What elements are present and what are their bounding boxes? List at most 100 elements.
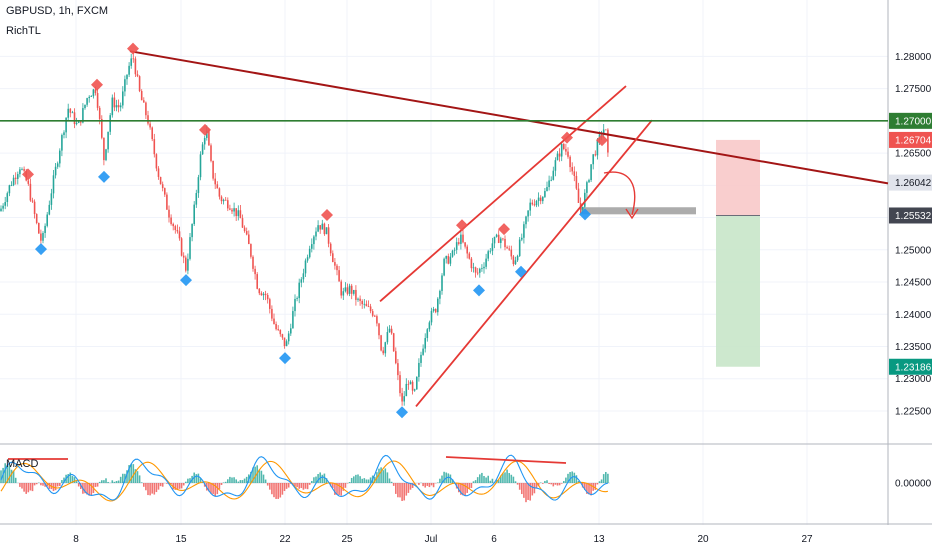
macd-hist-bar	[378, 468, 380, 483]
candle	[245, 227, 248, 236]
symbol-title: GBPUSD, 1h, FXCM	[6, 5, 109, 17]
candle-body	[42, 233, 44, 241]
candle	[52, 169, 55, 199]
candle-body	[533, 204, 536, 206]
candle	[558, 148, 561, 162]
macd-hist-bar	[224, 481, 227, 483]
macd-hist-bar	[334, 483, 336, 495]
candle	[497, 230, 500, 244]
candle	[495, 233, 498, 238]
candle-body	[407, 383, 410, 385]
candle	[54, 163, 57, 179]
candle-body	[586, 182, 588, 193]
candle-body	[516, 255, 519, 261]
candle	[203, 135, 206, 150]
candle-body	[607, 129, 609, 153]
candle	[607, 128, 609, 157]
candle-body	[94, 89, 97, 94]
candle-body	[489, 250, 492, 252]
candle-body	[4, 202, 6, 206]
candle-body	[201, 144, 204, 155]
candle	[315, 227, 317, 241]
candle	[6, 191, 9, 207]
pivot-low-marker	[180, 274, 192, 287]
candle-body	[109, 115, 111, 132]
candle-body	[231, 209, 233, 212]
candle-body	[203, 137, 206, 145]
macd-hist-bar	[516, 483, 519, 485]
candle-body	[92, 89, 95, 97]
candle-body	[237, 210, 240, 217]
candle	[273, 313, 275, 325]
y-tick-label: 1.23500	[895, 342, 932, 353]
candle-body	[399, 375, 401, 394]
macd-hist-bar	[472, 481, 475, 483]
candle-body	[140, 91, 143, 101]
candle-body	[19, 169, 21, 175]
macd-hist-bar	[14, 477, 17, 483]
candle	[262, 291, 265, 300]
candle	[525, 215, 527, 229]
candle-body	[447, 256, 450, 264]
candle	[317, 220, 319, 233]
candle-body	[439, 290, 441, 299]
candle	[59, 148, 61, 168]
candle	[493, 236, 496, 249]
candle	[122, 86, 124, 109]
macd-hist-bar	[122, 473, 124, 483]
candle	[224, 196, 227, 201]
macd-hist-bar	[107, 481, 109, 483]
candle-body	[367, 306, 370, 307]
candle	[392, 332, 395, 352]
candle	[2, 203, 4, 212]
macd-hist-bar	[563, 481, 565, 483]
candle	[105, 148, 107, 162]
candle-body	[143, 100, 145, 103]
macd-hist-bar	[500, 475, 502, 483]
macd-hist-bar	[44, 483, 46, 487]
candle	[476, 268, 479, 276]
candle-body	[180, 238, 183, 256]
macd-hist-bar	[298, 483, 300, 489]
candle-body	[481, 268, 483, 270]
candle-body	[403, 396, 405, 402]
x-tick-label: 25	[341, 534, 353, 545]
candle	[302, 268, 305, 283]
candle	[533, 199, 536, 207]
macd-hist-bar	[510, 474, 513, 483]
candle	[552, 166, 555, 181]
candle-body	[371, 311, 374, 316]
candle	[376, 314, 378, 327]
pivot-low-marker	[98, 170, 110, 183]
candle-body	[565, 148, 567, 152]
candle	[290, 323, 292, 336]
macd-hist-bar	[357, 474, 359, 483]
candle-body	[21, 169, 23, 170]
candle-body	[248, 234, 250, 245]
candle-body	[308, 248, 311, 258]
candle	[10, 181, 13, 187]
candle	[69, 108, 72, 118]
candle	[119, 102, 122, 112]
candle	[235, 208, 237, 221]
candle	[336, 263, 338, 276]
candle	[350, 283, 353, 300]
macd-hist-bar	[143, 483, 145, 487]
candle	[174, 224, 177, 234]
candle	[80, 121, 82, 126]
candle	[529, 198, 531, 216]
candle-body	[233, 208, 235, 212]
y-tick-label: 1.26500	[895, 149, 932, 160]
price-label-box	[889, 358, 932, 375]
candle-body	[59, 150, 61, 164]
candle-body	[317, 225, 319, 232]
candle-body	[23, 169, 25, 171]
macd-hist-bar	[136, 471, 139, 483]
candle-body	[357, 298, 359, 300]
candle	[363, 299, 366, 309]
candle-body	[334, 262, 336, 266]
candle-body	[424, 338, 426, 349]
pivot-high-marker	[22, 168, 34, 181]
